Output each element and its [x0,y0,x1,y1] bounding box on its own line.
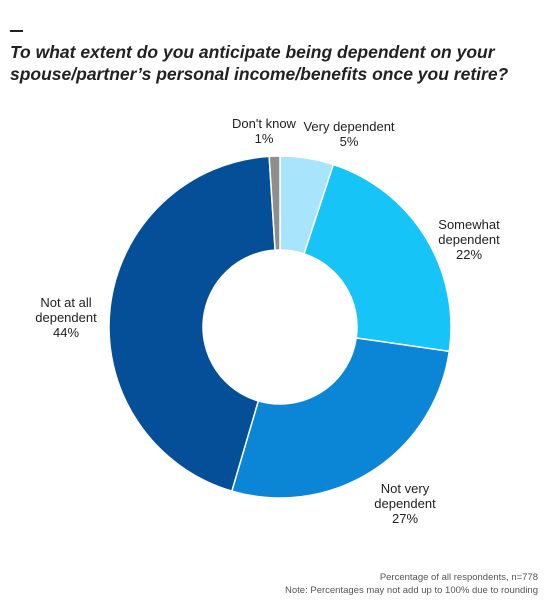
slice-name-2: dependent [374,496,436,511]
slice-4 [268,155,281,251]
slice-label-4: Don't know 1% [232,116,297,146]
footnote-note: Note: Percentages may not add up to 100%… [285,585,538,596]
chart-title: To what extent do you anticipate being d… [10,41,540,85]
slice-name-3: Not at all [40,295,91,310]
slice-name-4: Don't know [232,116,297,131]
chart-title-line-1: To what extent do you anticipate being d… [10,42,495,62]
slice-name-2: Not very [381,481,430,496]
slice-value-1: 22% [456,247,482,262]
slice-name-0: Very dependent [303,119,394,134]
slice-labels: Very dependent 5%Somewhat dependent 22%Not … [35,116,500,526]
slice-3 [108,155,276,493]
slice-value-2: 27% [392,511,418,526]
slice-name-3: dependent [35,310,97,325]
footnote-base: Percentage of all respondents, n=778 [379,572,538,583]
slice-label-1: Somewhat dependent 22% [438,217,500,262]
slice-2 [230,337,451,499]
slice-value-0: 5% [340,134,359,149]
slice-label-2: Not very dependent 27% [374,481,436,526]
title-dash [10,30,23,32]
slice-1 [303,163,452,353]
chart-title-line-2: spouse/partner’s personal income/benefit… [10,64,509,84]
donut-slices [108,155,452,499]
slice-value-4: 1% [255,131,274,146]
slice-value-3: 44% [53,325,79,340]
slice-name-1: dependent [438,232,500,247]
slice-label-0: Very dependent 5% [303,119,394,149]
slice-label-3: Not at all dependent 44% [35,295,97,340]
slice-name-1: Somewhat [438,217,500,232]
footnote: Percentage of all respondents, n=778 Not… [285,571,538,597]
